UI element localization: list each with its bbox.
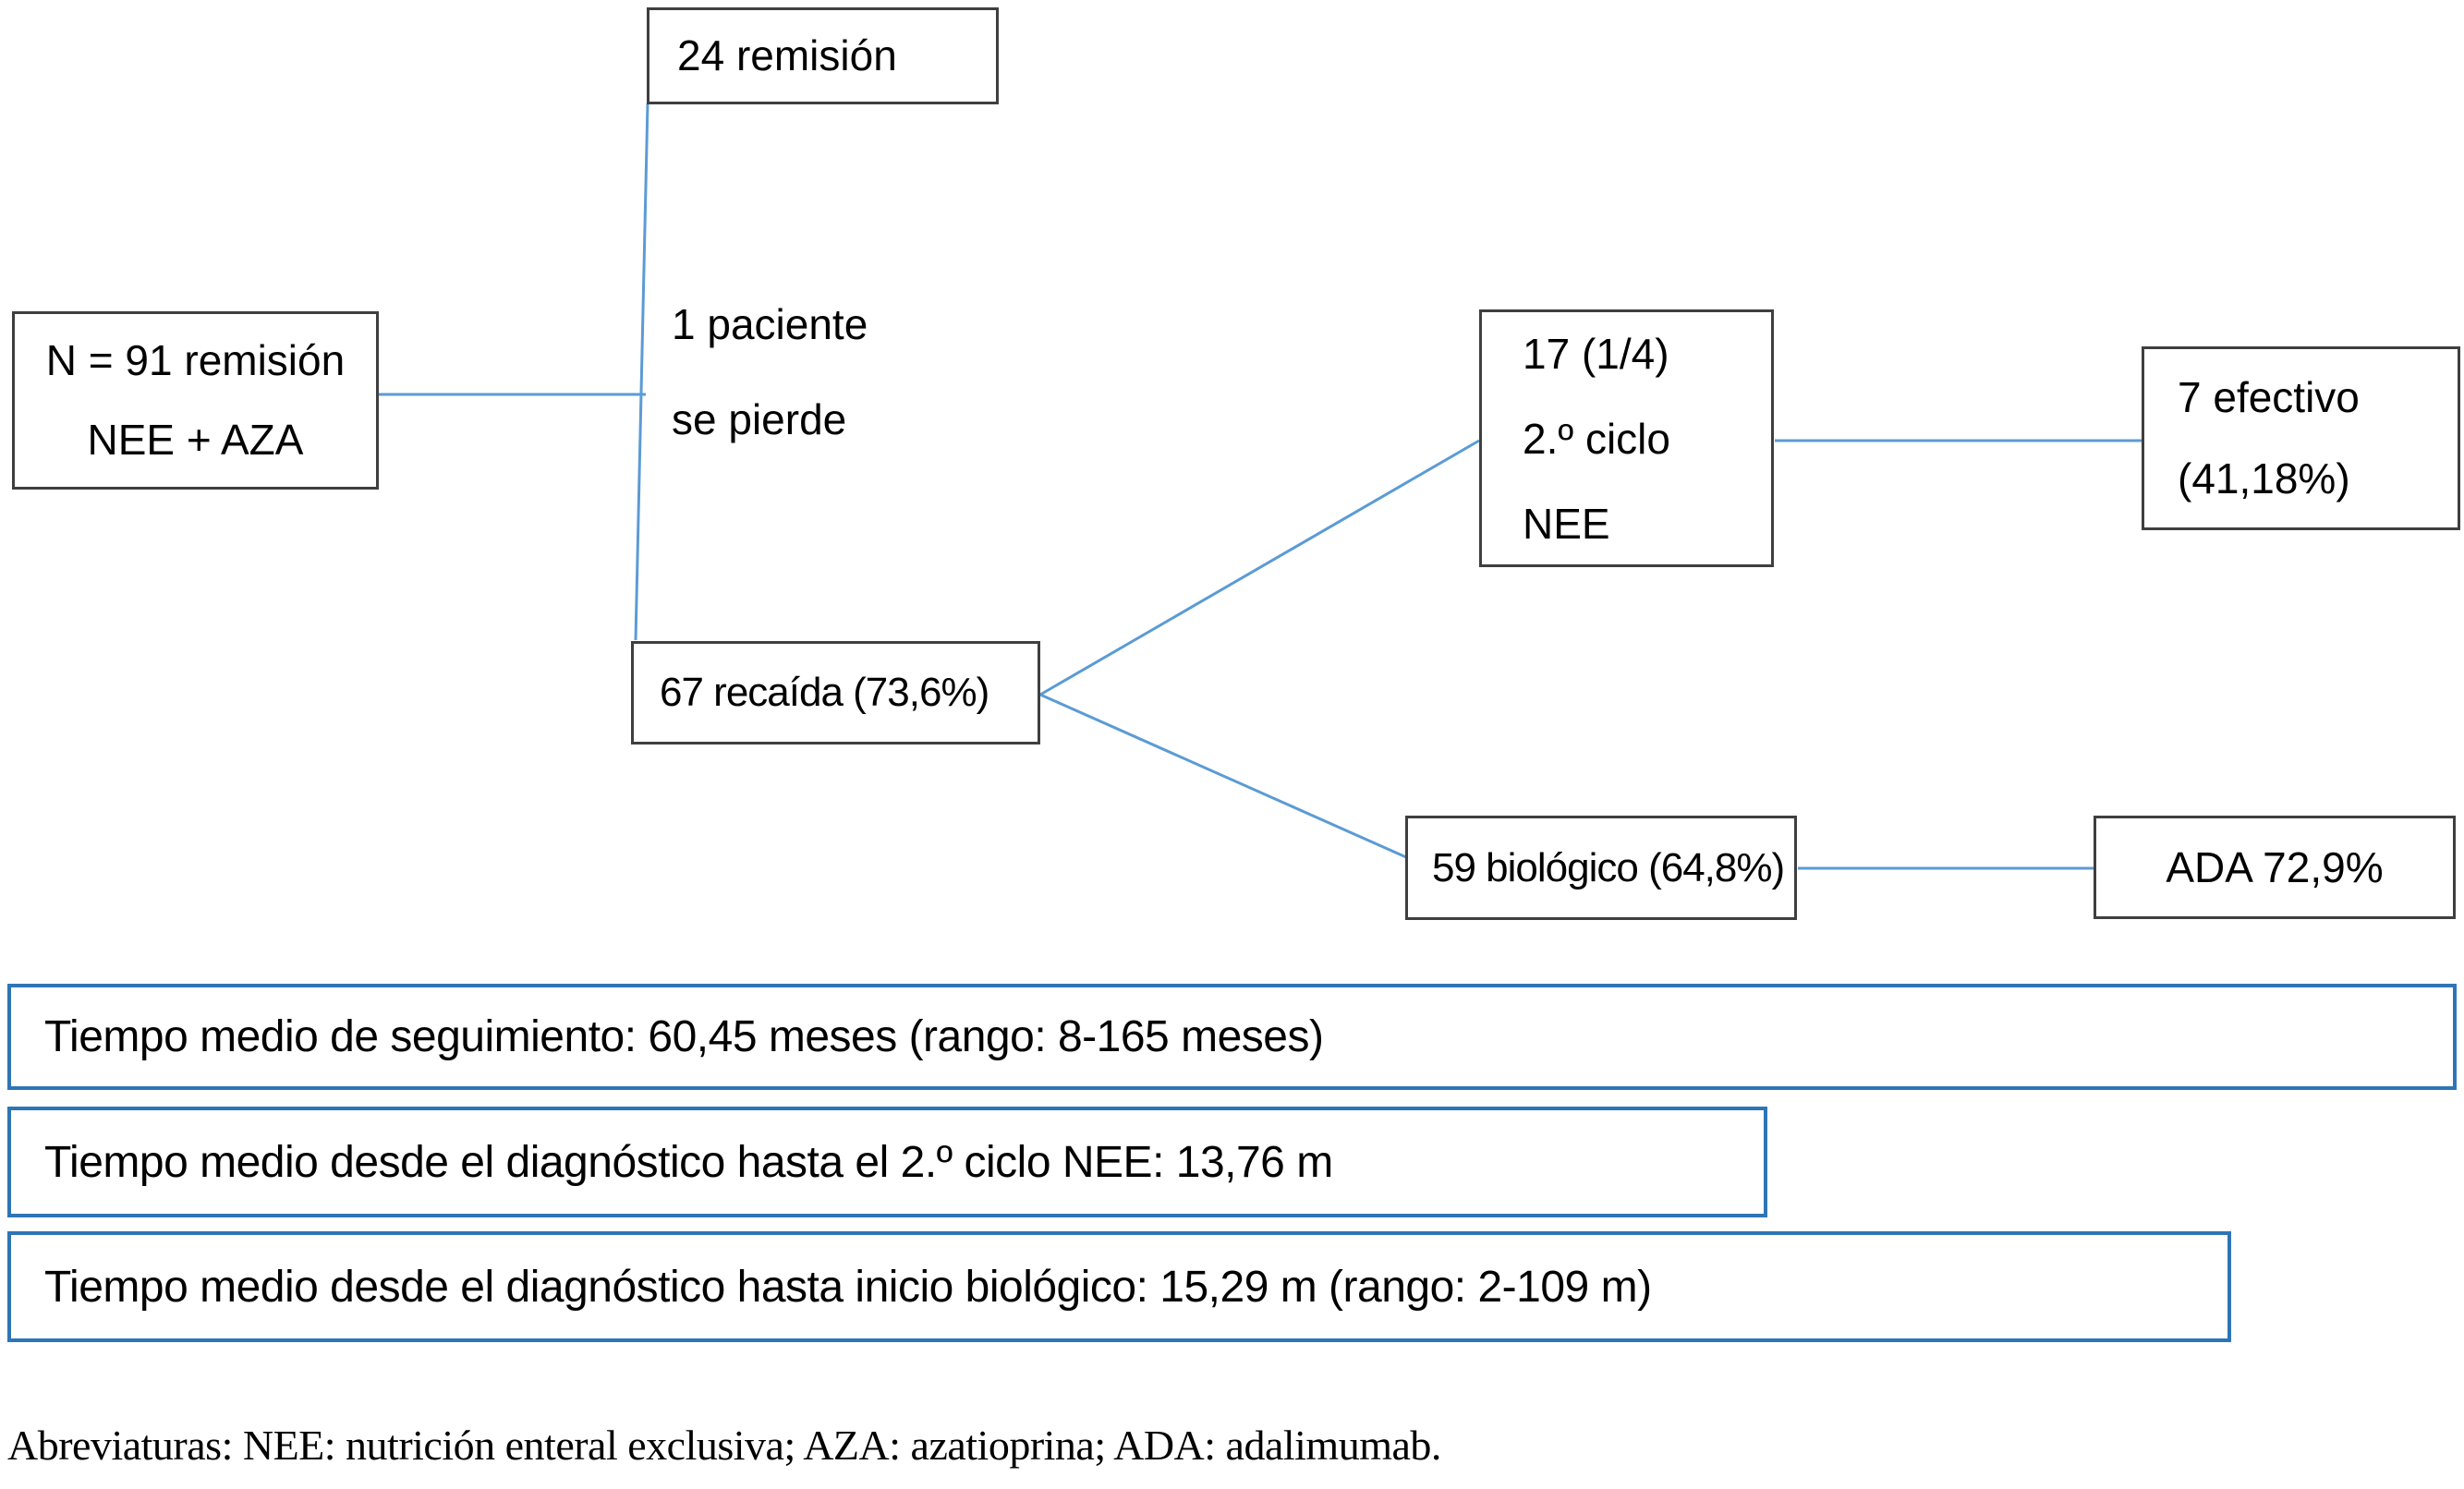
connector-remission-to-relapse: [634, 103, 649, 641]
note-1-patient-lost: 1 paciente se pierde: [672, 300, 868, 444]
connector-relapse-to-second-cycle: [1039, 439, 1480, 696]
box-ada: ADA 72,9%: [2094, 816, 2456, 919]
box-n91-remission-nee-aza: N = 91 remisión NEE + AZA: [12, 311, 379, 490]
box-59-biologic: 59 biológico (64,8%): [1405, 816, 1797, 920]
infobox-time-to-second-cycle: Tiempo medio desde el diagnóstico hasta …: [7, 1107, 1767, 1217]
infobox-time-to-biologic: Tiempo medio desde el diagnóstico hasta …: [7, 1231, 2231, 1342]
box-17-second-cycle-nee: 17 (1/4) 2.º ciclo NEE: [1479, 309, 1774, 567]
box-67-relapse: 67 recaída (73,6%): [631, 641, 1040, 744]
connector-relapse-to-biologic: [1039, 693, 1407, 859]
box-7-effective: 7 efectivo (41,18%): [2142, 346, 2460, 530]
box-24-remission: 24 remisión: [647, 7, 999, 104]
abbreviations-footnote: Abreviaturas: NEE: nutrición enteral exc…: [7, 1422, 1441, 1469]
infobox-mean-followup-time: Tiempo medio de seguimiento: 60,45 meses…: [7, 984, 2457, 1090]
